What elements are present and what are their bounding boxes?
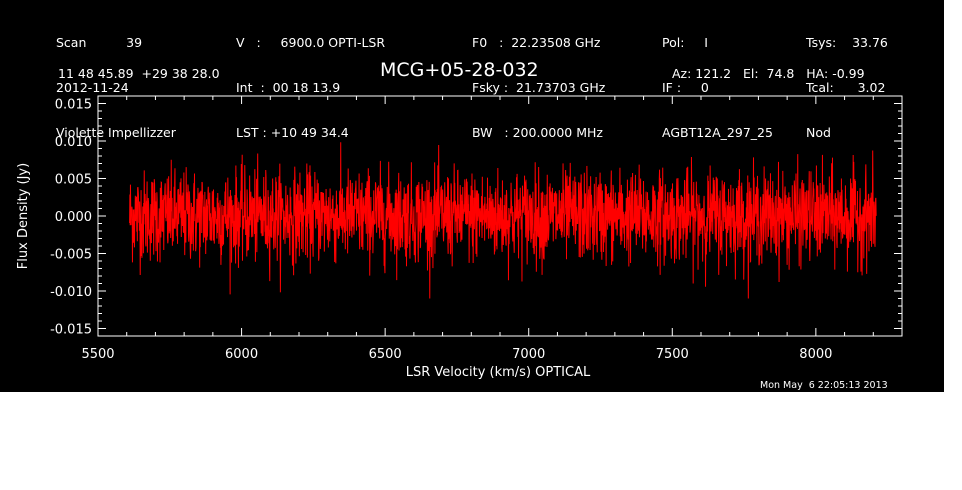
observer-line: Violette Impellizzer: [56, 125, 176, 140]
plot-panel: Scan 39 2012-11-24 Violette Impellizzer …: [0, 0, 944, 392]
fsky-line: Fsky : 21.73703 GHz: [472, 80, 606, 95]
spectrum-line: [129, 142, 877, 299]
y-tick-label: -0.005: [50, 248, 92, 263]
x-tick-label: 7000: [512, 347, 545, 362]
y-tick-label: 0.010: [55, 135, 92, 150]
y-tick-label: -0.010: [50, 285, 92, 300]
mode-line: Nod: [806, 125, 831, 140]
y-tick-label: 0.000: [55, 210, 92, 225]
source-title: MCG+05-28-032: [380, 59, 539, 81]
scan-line: Scan 39: [56, 35, 143, 50]
header-col-frequency: F0 : 22.23508 GHz Fsky : 21.73703 GHz BW…: [472, 5, 605, 170]
if-line: IF : 0: [662, 80, 709, 95]
project-line: AGBT12A_297_25: [662, 125, 773, 140]
y-axis-label: Flux Density (Jy): [16, 163, 31, 269]
plot-timestamp: Mon May 6 22:05:13 2013: [760, 380, 888, 391]
integration-line: Int : 00 18 13.9: [236, 80, 341, 95]
x-tick-label: 6000: [225, 347, 258, 362]
y-tick-label: 0.005: [55, 173, 92, 188]
x-axis-label: LSR Velocity (km/s) OPTICAL: [406, 365, 591, 380]
tsys-line: Tsys: 33.76: [806, 35, 888, 50]
axis-ticks: 5500 6000 6500 7000 7500 8000 -0.015 -0.010 -0.0…: [50, 95, 903, 362]
f0-line: F0 : 22.23508 GHz: [472, 35, 601, 50]
spectrum-chart: 5500 6000 6500 7000 7500 8000 -0.015 -0.010 -0.0…: [16, 95, 903, 380]
source-coordinates: 11 48 45.89 +29 38 28.0: [58, 66, 220, 81]
bandwidth-line: BW : 200.0000 MHz: [472, 125, 603, 140]
header-col-pol: Pol: I IF : 0 AGBT12A_297_25: [662, 5, 773, 170]
x-tick-label: 8000: [799, 347, 832, 362]
az-el-ha: Az: 121.2 El: 74.8 HA: -0.99: [672, 66, 865, 81]
date-line: 2012-11-24: [56, 80, 129, 95]
y-tick-label: 0.015: [55, 98, 92, 113]
header-col-velocity: V : 6900.0 OPTI-LSR Int : 00 18 13.9 LST…: [236, 5, 385, 170]
pol-line: Pol: I: [662, 35, 708, 50]
lst-line: LST : +10 49 34.4: [236, 125, 349, 140]
header-col-scan: Scan 39 2012-11-24 Violette Impellizzer: [56, 5, 176, 170]
spectrum-series: [129, 142, 877, 299]
header-col-tsys: Tsys: 33.76 Tcal: 3.02 Nod: [806, 5, 888, 170]
x-tick-label: 5500: [81, 347, 114, 362]
tcal-line: Tcal: 3.02: [806, 80, 886, 95]
x-tick-label: 6500: [369, 347, 402, 362]
y-tick-label: -0.015: [50, 323, 92, 338]
x-tick-label: 7500: [656, 347, 689, 362]
velocity-line: V : 6900.0 OPTI-LSR: [236, 35, 386, 50]
